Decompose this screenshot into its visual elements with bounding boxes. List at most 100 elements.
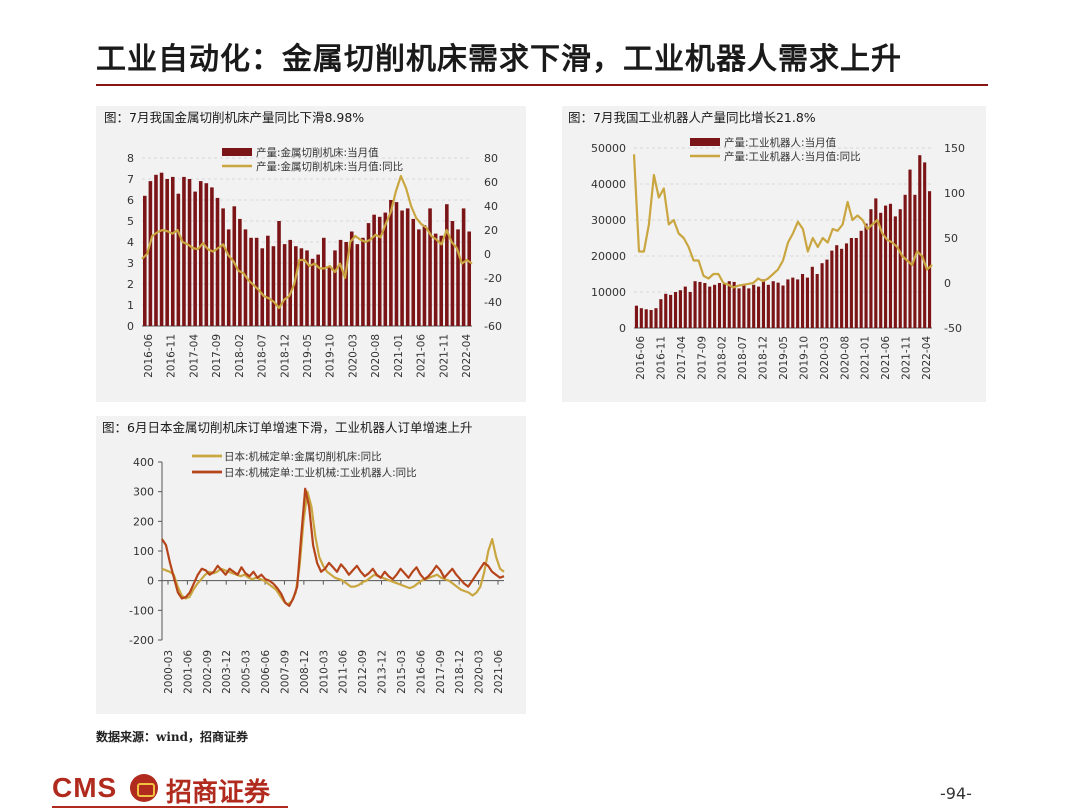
bar [898,209,902,328]
bar [154,174,158,326]
y-left-tick-label: 6 [127,194,134,207]
bar [791,277,795,328]
y-left-tick-label: 7 [127,173,134,186]
y-right-tick-label: 20 [484,224,498,237]
bar [825,259,829,328]
x-tick-label: 2018-12 [454,650,466,694]
bar [923,162,927,328]
bar [918,155,922,328]
bar [143,195,147,326]
bar [908,169,912,328]
y-right-tick-label: 100 [944,187,965,200]
y-right-tick-label: 150 [944,142,965,155]
x-tick-label: 2021-11 [438,334,450,378]
bar [204,183,209,326]
y-tick-label: -100 [129,604,154,617]
y-left-tick-label: 10000 [591,286,626,299]
series-line-machine-tools [161,490,505,606]
bar [377,216,382,326]
bar [226,229,231,326]
y-right-tick-label: -50 [944,322,962,335]
bar [361,237,365,326]
x-tick-label: 2021-01 [860,336,872,380]
legend-swatch-bar [690,138,720,146]
x-tick-label: 2020-08 [370,334,382,378]
x-tick-label: 2018-07 [257,334,269,378]
bar [673,292,678,328]
legend-label: 产量:工业机器人:当月值:同比 [724,150,861,163]
bar [372,214,376,326]
x-tick-label: 2019-05 [778,336,790,380]
x-tick-label: 2020-03 [347,334,359,378]
bar [747,288,751,328]
bar [766,284,770,328]
bar [698,281,702,328]
bar [639,308,643,328]
x-tick-label: 2016-06 [635,336,647,380]
bar [874,198,878,328]
bar [761,279,766,328]
bar [456,229,460,326]
legend-label: 日本:机械定单:金属切削机床:同比 [224,450,382,463]
y-right-tick-label: -40 [484,296,502,309]
bar [366,223,371,326]
y-right-tick-label: 0 [944,277,951,290]
bar [187,179,192,326]
bar [796,279,800,328]
y-right-tick-label: 60 [484,176,498,189]
legend-label: 产量:金属切削机床:当月值:同比 [256,160,403,173]
y-tick-label: 0 [147,575,154,588]
bar [198,181,203,326]
bar [884,205,888,328]
page-number: -94- [940,784,972,803]
bar [683,286,687,328]
y-left-tick-label: 50000 [591,142,626,155]
bar [776,282,780,328]
x-tick-label: 2016-11 [655,336,667,380]
x-tick-label: 2017-04 [188,334,200,378]
bar [254,237,259,326]
y-tick-label: -200 [129,634,154,647]
bar [654,308,658,328]
x-tick-label: 2018-02 [717,336,729,380]
x-tick-label: 2013-12 [377,650,389,694]
x-tick-label: 2005-03 [241,650,253,694]
bar [820,263,824,328]
bar [742,284,746,328]
y-right-tick-label: 0 [484,248,491,261]
y-left-tick-label: 8 [127,152,134,165]
bar [165,179,169,326]
x-tick-label: 2016-06 [415,650,427,694]
bar [305,250,309,326]
bar [693,281,697,328]
bar [232,206,237,326]
bar [688,292,692,328]
x-tick-label: 2003-12 [221,650,233,694]
bar [400,210,404,326]
y-tick-label: 200 [133,515,154,528]
x-tick-label: 2007-09 [279,650,291,694]
bar [771,281,775,328]
bar [321,237,326,326]
bar [888,203,893,328]
bar [389,200,393,326]
y-left-tick-label: 20000 [591,250,626,263]
bar [737,288,741,328]
chart-panel-machine-tools: 图：7月我国金属切削机床产量同比下滑8.98% 0 1 2 3 4 5 6 7 8 -60 -40 -… [96,106,526,402]
legend-label: 产量:金属切削机床:当月值 [256,146,379,159]
x-tick-label: 2020-08 [839,336,851,380]
y-right-tick-label: -20 [484,272,502,285]
y-right-tick-label: 80 [484,152,498,165]
x-tick-label: 2002-09 [202,650,214,694]
bar [844,243,849,328]
logo-text-cn: 招商证券 [166,778,271,808]
x-tick-label: 2020-03 [474,650,486,694]
bar [903,194,907,328]
legend-label: 产量:工业机器人:当月值 [724,136,837,149]
x-tick-label: 2019-10 [798,336,810,380]
x-tick-label: 2021-06 [416,334,428,378]
y-tick-label: 300 [133,486,154,499]
logo-seal-icon [130,774,158,802]
y-left-tick-label: 2 [127,278,134,291]
bar [781,285,785,328]
